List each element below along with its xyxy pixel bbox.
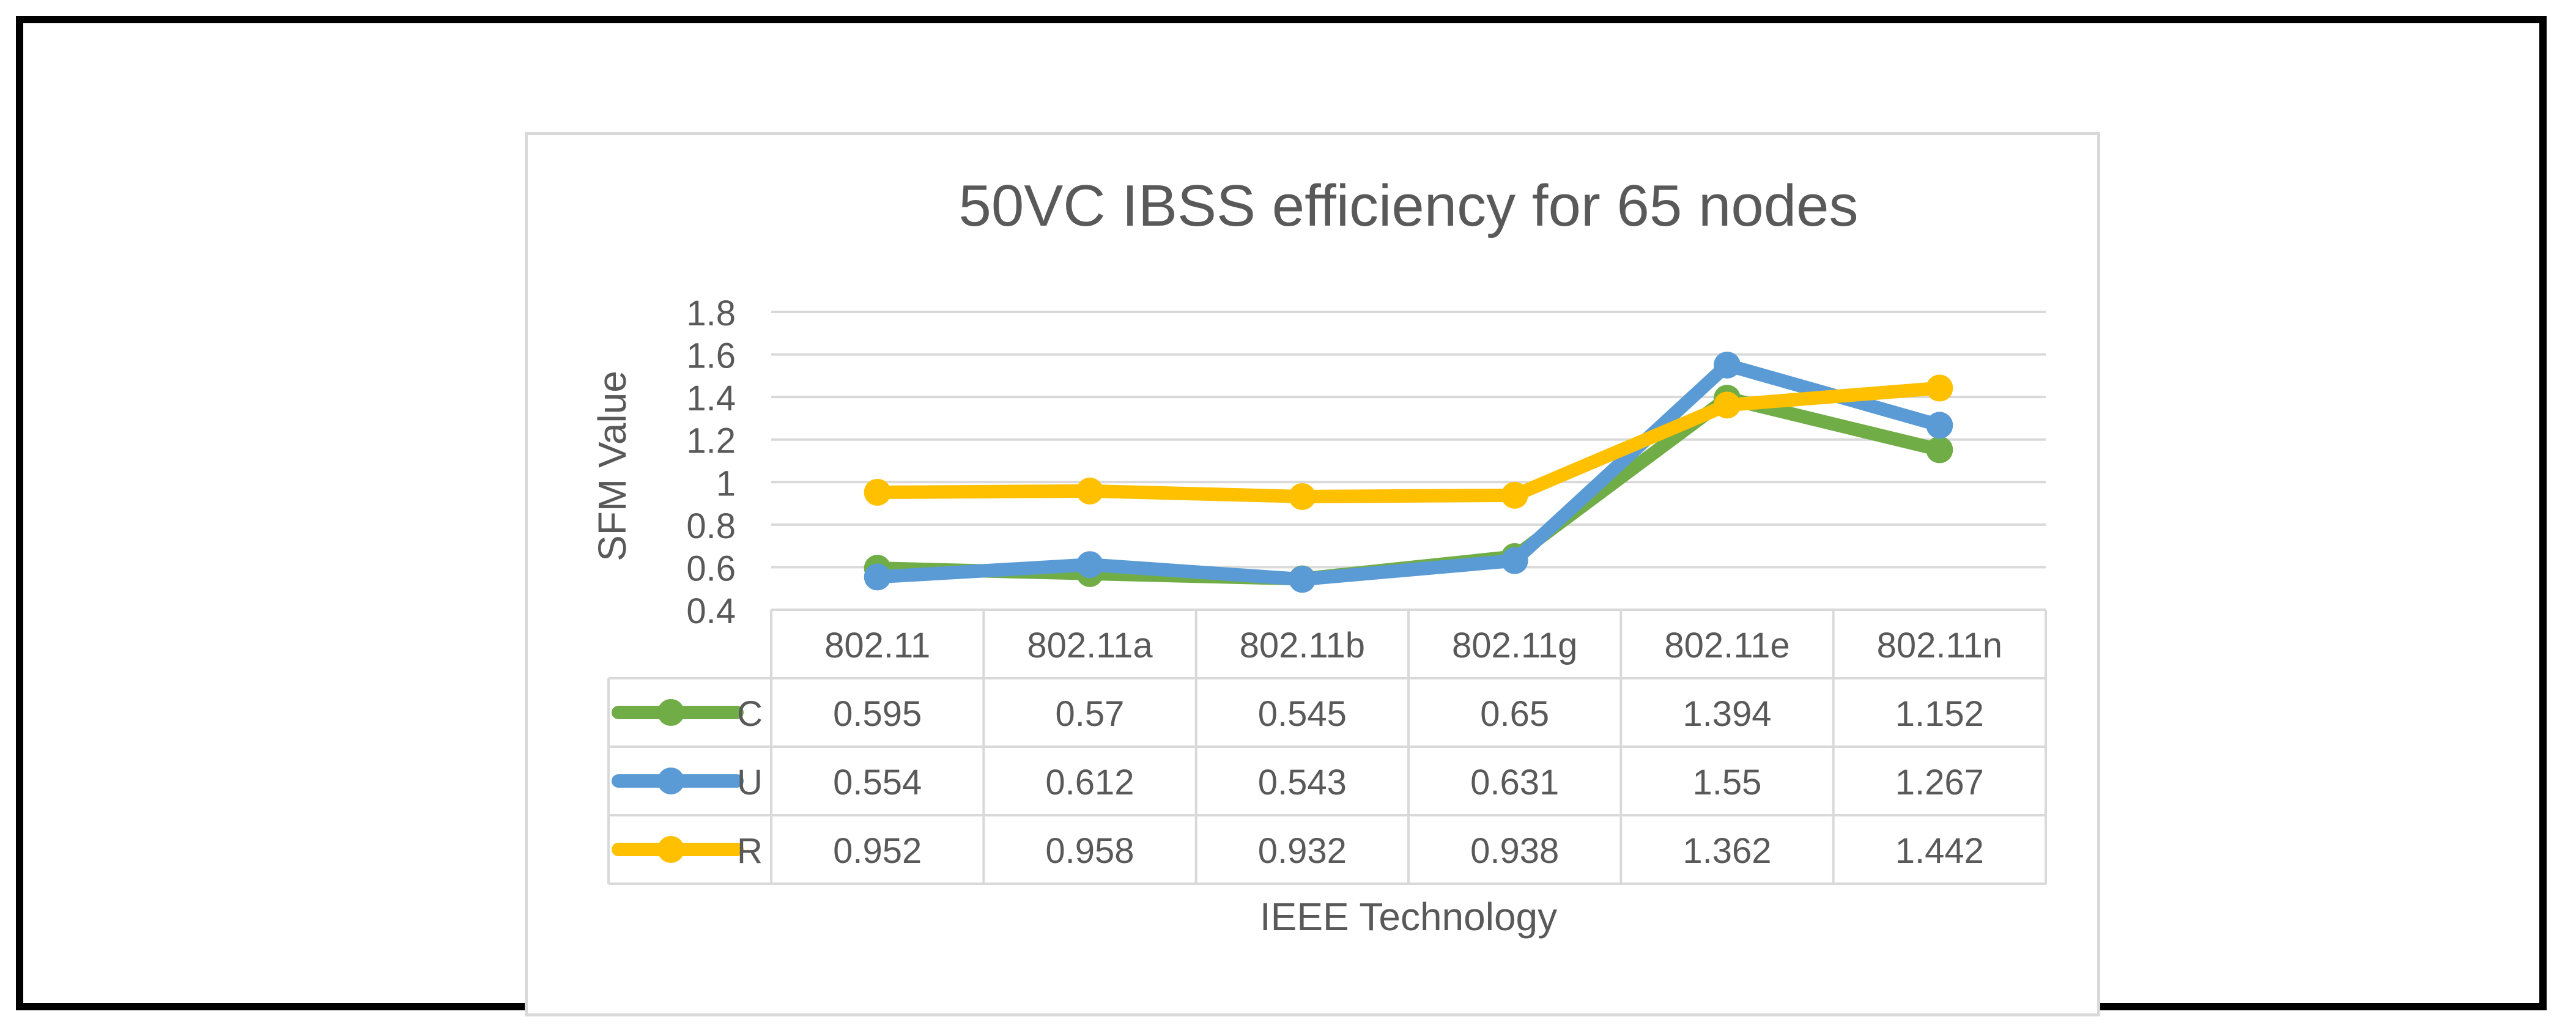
table-cell-value: 1.442 [1895,831,1984,871]
data-point-U [1501,547,1528,574]
data-point-R [1076,477,1103,505]
table-cell-value: 0.938 [1470,831,1559,871]
table-cell-value: 0.543 [1258,763,1347,802]
series-name: U [737,763,763,802]
legend-key-marker [657,836,684,863]
x-axis-title: IEEE Technology [1260,895,1557,939]
series-line-R [870,381,1947,503]
y-tick-label: 1.4 [686,379,736,418]
category-label: 802.11a [1027,626,1153,665]
table-cell-value: 0.631 [1470,763,1559,802]
data-point-R [1501,481,1528,509]
table-cell-value: 1.394 [1682,694,1771,734]
table-cell-value: 1.55 [1693,763,1762,802]
category-label: 802.11n [1877,626,2002,665]
table-cell-value: 0.612 [1045,763,1134,802]
figure-frame: 50VC IBSS efficiency for 65 nodes SFM Va… [16,16,2547,1016]
data-point-R [864,478,891,506]
table-cell-value: 0.57 [1056,694,1125,734]
category-label: 802.11 [824,626,930,665]
table-cell-value: 0.65 [1480,694,1549,734]
series-name: R [737,831,763,871]
category-label: 802.11g [1452,626,1577,665]
y-tick-label: 0.8 [686,506,736,546]
y-tick-label: 1.6 [686,336,736,376]
data-point-U [1289,566,1316,593]
data-point-R [1926,374,1953,402]
category-label: 802.11b [1240,626,1365,665]
chart-area: 50VC IBSS efficiency for 65 nodes SFM Va… [525,132,2100,1016]
category-label: 802.11e [1664,626,1790,665]
data-point-U [864,563,891,591]
table-cell-value: 0.952 [833,831,922,871]
data-point-U [1076,551,1103,579]
data-point-R [1714,391,1741,419]
table-cell-value: 1.362 [1682,831,1771,871]
series-name: C [737,694,763,734]
data-point-U [1714,351,1741,379]
table-cell-value: 0.958 [1045,831,1134,871]
series-line-U [870,358,1947,586]
table-cell-value: 0.545 [1258,694,1347,734]
y-tick-label: 1 [716,464,736,503]
table-cell-value: 1.267 [1895,763,1984,802]
data-point-U [1926,412,1953,439]
y-tick-label: 0.6 [686,549,736,588]
legend-key-marker [657,699,684,726]
y-tick-label: 1.8 [686,294,736,333]
line-chart: 50VC IBSS efficiency for 65 nodes SFM Va… [590,173,2047,939]
y-axis-title: SFM Value [590,371,634,561]
data-point-R [1289,483,1316,510]
table-cell-value: 0.595 [833,694,922,734]
table-cell-value: 0.932 [1258,831,1347,871]
data-point-C [1926,436,1953,464]
legend-key-marker [657,768,684,794]
chart-title: 50VC IBSS efficiency for 65 nodes [958,173,1858,239]
table-cell-value: 1.152 [1895,694,1984,734]
y-tick-label: 0.4 [686,591,736,631]
y-tick-label: 1.2 [686,421,736,461]
table-cell-value: 0.554 [833,763,922,802]
